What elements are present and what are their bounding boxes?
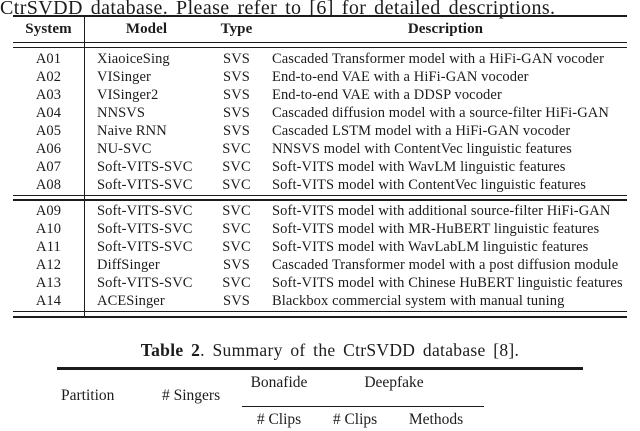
table2-group-rule [242, 406, 484, 407]
table-row: A11 Soft-VITS-SVC SVC Soft-VITS model wi… [13, 238, 627, 256]
type-cell: SVS [223, 292, 250, 309]
table-row: A01 XiaoiceSing SVS Cascaded Transformer… [13, 50, 627, 68]
col-header-singers: # Singers [162, 387, 221, 404]
table-row: A06 NU-SVC SVC NNSVS model with ContentV… [13, 140, 627, 158]
type-cell: SVS [223, 104, 250, 121]
table1-section-rule [13, 195, 627, 201]
system-cell: A02 [35, 68, 62, 85]
system-cell: A08 [35, 176, 62, 193]
model-cell: XiaoiceSing [97, 50, 170, 67]
type-cell: SVS [223, 50, 250, 67]
description-cell: Cascaded LSTM model with a HiFi-GAN voco… [272, 122, 571, 139]
type-cell: SVC [222, 202, 251, 219]
description-cell: Soft-VITS model with additional source-f… [272, 202, 611, 219]
table-row: A07 Soft-VITS-SVC SVC Soft-VITS model wi… [13, 158, 627, 176]
model-cell: Naive RNN [97, 122, 167, 139]
system-cell: A05 [35, 122, 62, 139]
model-cell: Soft-VITS-SVC [97, 220, 193, 237]
model-cell: VISinger2 [97, 86, 159, 103]
table2-caption: Table 2. Summary of the CtrSVDD database… [20, 340, 640, 361]
description-cell: Soft-VITS model with ContentVec linguist… [272, 176, 586, 193]
type-cell: SVC [222, 158, 251, 175]
description-cell: Cascaded Transformer model with a HiFi-G… [272, 50, 604, 67]
system-cell: A13 [35, 274, 62, 291]
system-cell: A11 [36, 238, 61, 255]
description-cell: Blackbox commercial system with manual t… [272, 292, 565, 309]
system-cell: A03 [35, 86, 62, 103]
model-cell: NNSVS [97, 104, 146, 121]
table1-header-row: System Model Type Description [13, 17, 627, 41]
type-cell: SVC [222, 220, 251, 237]
table1-header-rule [13, 42, 627, 48]
type-cell: SVS [223, 68, 250, 85]
system-cell: A14 [35, 292, 62, 309]
table-row: A03 VISinger2 SVS End-to-end VAE with a … [13, 86, 627, 104]
table-row: A12 DiffSinger SVS Cascaded Transformer … [13, 256, 627, 274]
system-cell: A10 [35, 220, 62, 237]
type-cell: SVC [222, 176, 251, 193]
table2-top-rule [57, 367, 583, 370]
group-header-bonafide: Bonafide [250, 374, 308, 391]
table-row: A05 Naive RNN SVS Cascaded LSTM model wi… [13, 122, 627, 140]
table-row: A10 Soft-VITS-SVC SVC Soft-VITS model wi… [13, 220, 627, 238]
system-cell: A12 [35, 256, 62, 273]
model-cell: Soft-VITS-SVC [97, 176, 193, 193]
description-cell: End-to-end VAE with a HiFi-GAN vocoder [272, 68, 529, 85]
description-cell: Soft-VITS model with MR-HuBERT linguisti… [272, 220, 600, 237]
table1-bottom-rule [13, 311, 627, 318]
type-cell: SVS [223, 122, 250, 139]
table-row: A09 Soft-VITS-SVC SVC Soft-VITS model wi… [13, 202, 627, 220]
description-cell: Soft-VITS model with Chinese HuBERT ling… [272, 274, 623, 291]
model-cell: VISinger [97, 68, 151, 85]
system-cell: A04 [35, 104, 62, 121]
table2-caption-text: . Summary of the CtrSVDD database [8]. [200, 340, 520, 360]
description-cell: Soft-VITS model with WavLabLM linguistic… [272, 238, 589, 255]
model-cell: Soft-VITS-SVC [97, 274, 193, 291]
type-cell: SVS [223, 256, 250, 273]
table-row: A14 ACESinger SVS Blackbox commercial sy… [13, 292, 627, 310]
group-header-deepfake: Deepfake [364, 374, 424, 391]
system-cell: A01 [35, 50, 62, 67]
model-cell: NU-SVC [97, 140, 152, 157]
model-cell: ACESinger [97, 292, 165, 309]
table1-vertical-rule [84, 17, 85, 316]
table1-top-rule [13, 15, 627, 17]
table-row: A02 VISinger SVS End-to-end VAE with a H… [13, 68, 627, 86]
type-cell: SVC [222, 274, 251, 291]
table1-caption-tail: CtrSVDD database. Please refer to [6] fo… [0, 0, 556, 19]
description-cell: NNSVS model with ContentVec linguistic f… [272, 140, 572, 157]
description-cell: End-to-end VAE with a DDSP vocoder [272, 86, 502, 103]
system-cell: A06 [35, 140, 62, 157]
table2-caption-label: Table 2 [140, 340, 201, 360]
col-header-system: System [25, 20, 72, 37]
col-header-type: Type [220, 20, 253, 37]
model-cell: DiffSinger [97, 256, 160, 273]
system-cell: A07 [35, 158, 62, 175]
model-cell: Soft-VITS-SVC [97, 202, 193, 219]
systems-table: System Model Type Description A01 Xiaoic… [13, 15, 627, 318]
col-header-model: Model [125, 20, 168, 37]
col-header-description: Description [407, 20, 484, 37]
system-cell: A09 [35, 202, 62, 219]
description-cell: Cascaded diffusion model with a source-f… [272, 104, 609, 121]
col-header-partition: Partition [61, 387, 115, 404]
col-header-methods: Methods [408, 411, 464, 428]
table-row: A04 NNSVS SVS Cascaded diffusion model w… [13, 104, 627, 122]
type-cell: SVC [222, 140, 251, 157]
col-header-deepfake-clips: # Clips [332, 411, 378, 428]
table-row: A13 Soft-VITS-SVC SVC Soft-VITS model wi… [13, 274, 627, 292]
summary-table: Partition # Singers Bonafide Deepfake # … [57, 367, 583, 431]
description-cell: Cascaded Transformer model with a post d… [272, 256, 619, 273]
type-cell: SVC [222, 238, 251, 255]
model-cell: Soft-VITS-SVC [97, 158, 193, 175]
table-row: A08 Soft-VITS-SVC SVC Soft-VITS model wi… [13, 176, 627, 194]
model-cell: Soft-VITS-SVC [97, 238, 193, 255]
col-header-bonafide-clips: # Clips [256, 411, 302, 428]
description-cell: Soft-VITS model with WavLM linguistic fe… [272, 158, 566, 175]
type-cell: SVS [223, 86, 250, 103]
